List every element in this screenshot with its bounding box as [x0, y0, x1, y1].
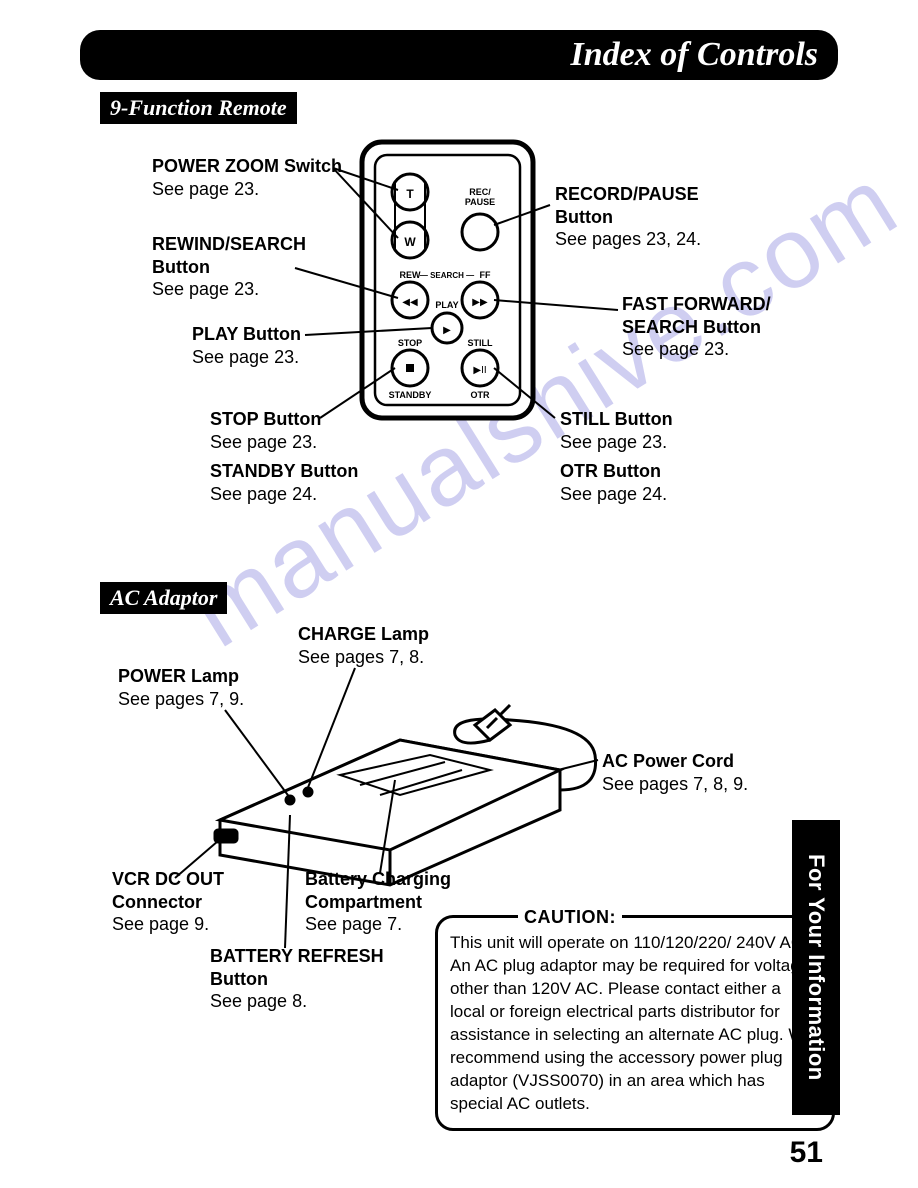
label-ac-power-cord: AC Power Cord See pages 7, 8, 9.	[602, 750, 748, 795]
page-number: 51	[790, 1136, 823, 1170]
label-vcr-dc-out: VCR DC OUT Connector See page 9.	[112, 868, 262, 936]
label-power-lamp: POWER Lamp See pages 7, 9.	[118, 665, 244, 710]
caution-title: CAUTION:	[518, 905, 622, 929]
label-charge-lamp: CHARGE Lamp See pages 7, 8.	[298, 623, 429, 668]
caution-box: CAUTION: This unit will operate on 110/1…	[435, 915, 835, 1131]
caution-body: This unit will operate on 110/120/220/ 2…	[450, 932, 820, 1116]
label-battery-refresh: BATTERY REFRESH Button See page 8.	[210, 945, 410, 1013]
side-tab: For Your Information	[792, 820, 840, 1115]
adaptor-leader-lines	[0, 0, 918, 1000]
